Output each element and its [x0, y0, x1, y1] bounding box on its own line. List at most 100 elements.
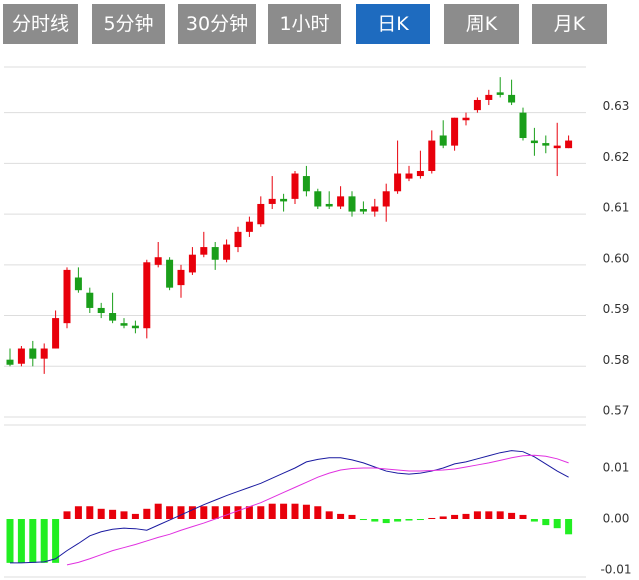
- candle-body: [565, 140, 573, 149]
- candle-body: [257, 203, 265, 225]
- y-tick-label: -0.01: [600, 563, 631, 577]
- macd-bar: [63, 511, 71, 519]
- macd-line: [66, 454, 569, 566]
- candle-body: [74, 277, 82, 291]
- macd-bar: [542, 519, 550, 526]
- candle-body: [97, 307, 105, 314]
- y-tick-label: 0.61: [603, 201, 630, 215]
- candle-body: [29, 348, 37, 359]
- candle-body: [439, 135, 447, 146]
- y-tick-label: 0.57: [603, 404, 630, 418]
- macd-bar: [291, 503, 299, 519]
- macd-bar: [314, 506, 322, 519]
- macd-bar: [348, 514, 356, 519]
- y-tick-label: 0.01: [603, 461, 630, 475]
- macd-bar: [485, 511, 493, 519]
- candle-body: [234, 231, 242, 248]
- macd-bar: [6, 519, 14, 563]
- candle-body: [211, 247, 219, 260]
- macd-bar: [302, 504, 310, 519]
- macd-bar: [371, 519, 379, 522]
- candle-body: [245, 221, 253, 232]
- candle-body: [86, 292, 94, 308]
- macd-bar: [188, 506, 196, 519]
- candle-body: [131, 325, 139, 329]
- candle-body: [382, 191, 390, 207]
- candle-body: [166, 259, 174, 288]
- candle-body: [473, 99, 481, 111]
- candle-body: [325, 203, 333, 207]
- macd-bar: [462, 513, 470, 519]
- macd-bar: [280, 503, 288, 519]
- macd-bar: [496, 511, 504, 519]
- macd-bar: [143, 508, 151, 519]
- macd-bar: [177, 506, 185, 519]
- candle-body: [530, 140, 538, 144]
- candle-body: [337, 196, 345, 207]
- y-tick-label: 0.59: [603, 302, 630, 316]
- macd-bar: [519, 514, 527, 519]
- tab[interactable]: 5分钟: [92, 4, 165, 44]
- macd-bar: [359, 519, 367, 521]
- candle-body: [40, 348, 48, 359]
- macd-bar: [40, 519, 48, 563]
- candle-body: [428, 140, 436, 171]
- macd-bar: [211, 506, 219, 519]
- macd-bar: [234, 506, 242, 519]
- macd-bar: [382, 519, 390, 524]
- macd-bar: [154, 503, 162, 519]
- y-tick-label: 0.58: [603, 353, 630, 367]
- candle-body: [291, 173, 299, 199]
- macd-bar: [200, 506, 208, 519]
- candle-body: [462, 117, 470, 121]
- macd-bar: [245, 506, 253, 519]
- macd-bar: [530, 519, 538, 522]
- candle-body: [6, 359, 14, 365]
- tab[interactable]: 分时线: [3, 4, 78, 44]
- y-tick-label: 0.62: [603, 150, 630, 164]
- tab[interactable]: 30分钟: [178, 4, 256, 44]
- candle-body: [348, 196, 356, 212]
- candle-body: [359, 209, 367, 212]
- macd-bar: [439, 516, 447, 519]
- candle-body: [508, 94, 516, 103]
- macd-bar: [86, 506, 94, 519]
- tab-bar: 分时线 5分钟 30分钟 1小时 日K 周K 月K: [0, 4, 639, 44]
- tab[interactable]: 月K: [532, 4, 607, 44]
- candle-body: [154, 257, 162, 265]
- candle-body: [451, 117, 459, 146]
- y-tick-label: 0.60: [603, 251, 630, 265]
- candle-body: [17, 348, 25, 364]
- macd-bar: [131, 513, 139, 519]
- tab[interactable]: 周K: [444, 4, 519, 44]
- candle-body: [302, 176, 310, 192]
- candle-body: [485, 94, 493, 100]
- macd-bar: [416, 519, 424, 521]
- macd-bar: [268, 503, 276, 519]
- candle-body: [519, 112, 527, 139]
- candle-body: [143, 262, 151, 329]
- macd-bar: [17, 519, 25, 563]
- candle-body: [314, 191, 322, 207]
- candle-body: [280, 198, 288, 202]
- macd-bar: [337, 513, 345, 519]
- candle-body: [416, 170, 424, 177]
- tab[interactable]: 日K: [356, 4, 430, 44]
- candle-body: [496, 92, 504, 95]
- macd-bar: [508, 512, 516, 519]
- macd-bar: [394, 519, 402, 522]
- y-tick-label: 0.63: [603, 99, 630, 113]
- macd-bar: [109, 509, 117, 519]
- candle-body: [542, 143, 550, 146]
- macd-bar: [257, 506, 265, 519]
- macd-bar: [120, 511, 128, 519]
- tab[interactable]: 1小时: [268, 4, 341, 44]
- candle-body: [177, 269, 185, 286]
- macd-bar: [97, 508, 105, 519]
- macd-bar: [428, 517, 436, 519]
- macd-bar: [223, 506, 231, 519]
- macd-bar: [325, 511, 333, 519]
- macd-bar: [451, 514, 459, 519]
